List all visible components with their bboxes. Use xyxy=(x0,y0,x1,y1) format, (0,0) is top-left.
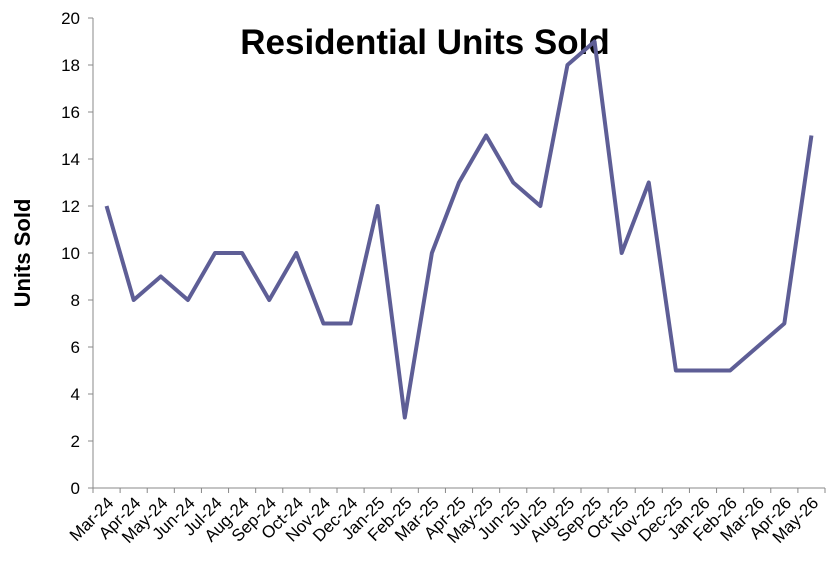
y-tick-label: 8 xyxy=(71,291,80,310)
chart-title: Residential Units Sold xyxy=(240,23,610,62)
y-tick-label: 14 xyxy=(61,150,80,169)
y-tick-label: 2 xyxy=(71,432,80,451)
y-tick-label: 4 xyxy=(71,385,80,404)
y-tick-label: 18 xyxy=(61,56,80,75)
y-axis-label: Units Sold xyxy=(10,199,35,308)
y-tick-label: 6 xyxy=(71,338,80,357)
y-tick-label: 12 xyxy=(61,197,80,216)
y-tick-label: 10 xyxy=(61,244,80,263)
line-series xyxy=(104,39,814,420)
y-tick-label: 16 xyxy=(61,103,80,122)
y-tick-label: 0 xyxy=(71,479,80,498)
y-tick-label: 20 xyxy=(61,9,80,28)
